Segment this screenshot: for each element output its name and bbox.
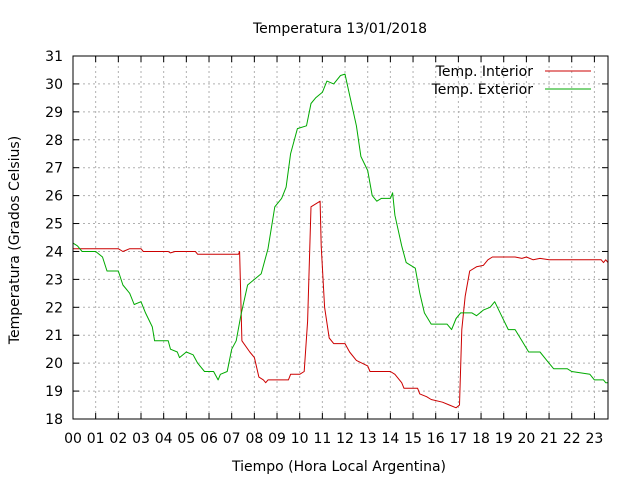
- y-tick-label: 31: [45, 49, 63, 65]
- x-tick-label: 11: [313, 431, 331, 447]
- series-line-interior: [73, 200, 609, 409]
- y-tick-label: 27: [45, 161, 63, 177]
- series-line-exterior: [72, 73, 608, 384]
- x-axis-label: Tiempo (Hora Local Argentina): [231, 459, 446, 475]
- x-tick-label: 04: [155, 431, 173, 447]
- legend-label: Temp. Interior: [435, 64, 534, 80]
- y-tick-label: 20: [45, 356, 63, 372]
- x-tick-label: 19: [495, 431, 513, 447]
- x-tick-label: 21: [540, 431, 558, 447]
- legend: Temp. Interior Temp. Exterior: [431, 64, 591, 98]
- x-tick-label: 10: [291, 431, 309, 447]
- y-tick-label: 28: [45, 133, 63, 149]
- x-tick-label: 09: [268, 431, 286, 447]
- x-tick-label: 22: [563, 431, 581, 447]
- x-tick-label: 17: [449, 431, 467, 447]
- chart-title: Temperatura 13/01/2018: [252, 21, 427, 37]
- y-tick-label: 29: [45, 105, 63, 121]
- y-tick-label: 19: [45, 384, 63, 400]
- y-tick-label: 26: [45, 189, 63, 205]
- plot-frame: [72, 55, 609, 420]
- x-tick-label: 18: [472, 431, 490, 447]
- grid-lines: [73, 56, 608, 419]
- x-tick-label: 05: [177, 431, 195, 447]
- x-tick-label: 14: [381, 431, 399, 447]
- x-tick-label: 07: [223, 431, 241, 447]
- x-tick-label: 20: [517, 431, 535, 447]
- y-tick-label: 25: [45, 217, 63, 233]
- y-tick-label: 21: [45, 328, 63, 344]
- x-tick-label: 12: [336, 431, 354, 447]
- y-tick-label: 18: [45, 412, 63, 428]
- y-tick-label: 23: [45, 272, 63, 288]
- x-tick-label: 23: [585, 431, 603, 447]
- y-tick-label: 24: [45, 244, 63, 260]
- x-tick-label: 02: [109, 431, 127, 447]
- y-axis-label: Temperatura (Grados Celsius): [7, 136, 23, 345]
- axis-ticks: 00 01 02 03 04 05 06 07 08 09 10 11 12 13 14 15 16 17 18 19…: [45, 49, 608, 447]
- x-tick-label: 01: [87, 431, 105, 447]
- x-tick-label: 06: [200, 431, 218, 447]
- x-tick-label: 15: [404, 431, 422, 447]
- series-lines: [72, 73, 609, 409]
- x-tick-label: 13: [359, 431, 377, 447]
- x-tick-label: 16: [427, 431, 445, 447]
- x-tick-label: 08: [245, 431, 263, 447]
- y-tick-label: 22: [45, 300, 63, 316]
- legend-label: Temp. Exterior: [431, 82, 534, 98]
- x-tick-label: 00: [64, 431, 82, 447]
- x-tick-label: 03: [132, 431, 150, 447]
- y-tick-label: 30: [45, 77, 63, 93]
